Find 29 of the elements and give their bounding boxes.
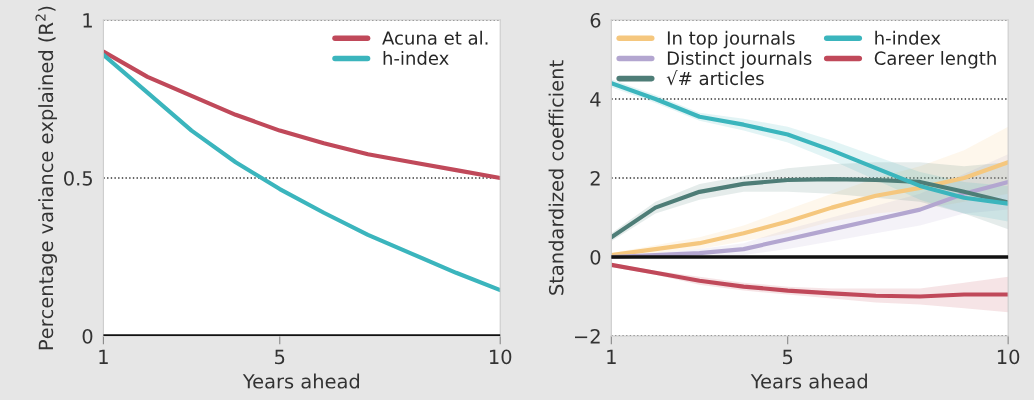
x-axis-title: Years ahead [750, 373, 867, 389]
y-tick-label: 1 [83, 13, 92, 28]
x-axis-title: Years ahead [242, 373, 360, 389]
line-series [611, 177, 1009, 240]
x-tick-label: 5 [783, 349, 793, 365]
y-axis-title: Percentage variance explained (R$^{2}$) [35, 6, 58, 350]
legend-label: √# articles [666, 70, 764, 86]
y-tick-label: 0 [82, 328, 93, 344]
y-tick-label: −2 [575, 328, 600, 344]
x-tick-label: 1 [99, 349, 108, 364]
x-tick-label: 10 [489, 349, 512, 365]
y-tick-label: 0.5 [64, 170, 92, 186]
legend-label: Distinct journals [667, 51, 812, 69]
x-tick-label: 1 [607, 349, 616, 364]
legend-label: Acuna et al. [382, 30, 488, 45]
line-series [103, 49, 501, 181]
x-tick-label: 10 [997, 349, 1020, 365]
y-axis-title: Standardized coefficient [548, 60, 564, 295]
line-series [103, 52, 501, 293]
y-tick-label: 0 [590, 249, 601, 265]
legend-label: Career length [874, 51, 996, 69]
y-tick-label: 4 [590, 92, 601, 107]
legend-label: h-index [383, 51, 449, 65]
legend-label: In top journals [667, 30, 795, 49]
legend-label: h-index [875, 30, 941, 45]
x-tick-label: 5 [275, 349, 285, 365]
line-series [611, 262, 1009, 299]
y-tick-label: 2 [590, 170, 600, 186]
y-tick-label: 6 [590, 12, 601, 28]
